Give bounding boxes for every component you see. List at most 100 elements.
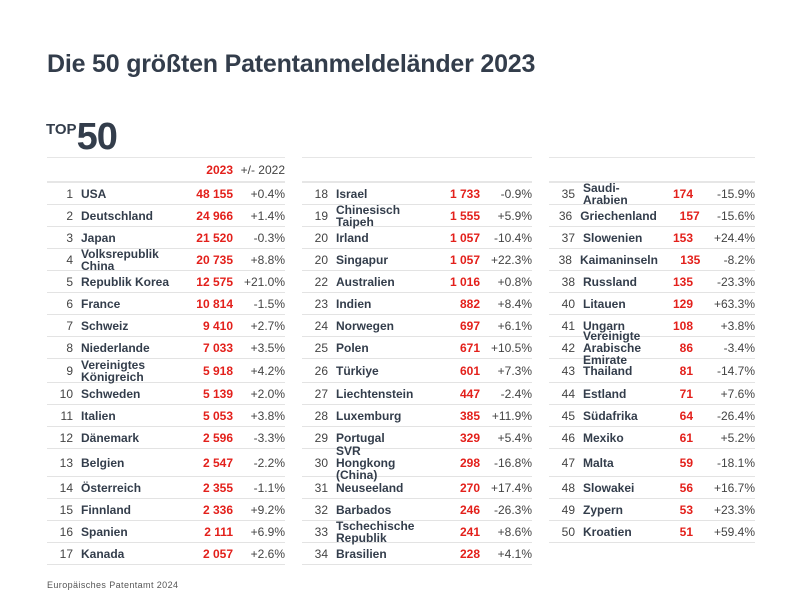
table-row: 20 Singapur 1 057 +22.3% — [302, 249, 532, 271]
country-name: Litauen — [583, 296, 626, 311]
country-name: Liechtenstein — [336, 386, 414, 401]
applications-2023: 228 — [459, 546, 480, 561]
applications-2023: 882 — [459, 296, 480, 311]
applications-2023: 2 057 — [202, 546, 233, 561]
country-name: Schweiz — [81, 318, 129, 333]
country-name: Norwegen — [336, 318, 395, 333]
applications-2023: 5 918 — [202, 363, 233, 378]
applications-2023: 697 — [459, 318, 480, 333]
table-row: 3 Japan 21 520 -0.3% — [47, 227, 285, 249]
table-row: 29 Portugal 329 +5.4% — [302, 427, 532, 449]
ranking-column-1: 2023 +/- 2022 1 USA 48 155 +0.4% 2 Deutschland 2… — [47, 157, 285, 565]
country-name: Griechenland — [580, 208, 657, 223]
table-row: 25 Polen 671 +10.5% — [302, 337, 532, 359]
page-title: Die 50 größten Patentanmeldeländer 2023 — [47, 50, 536, 78]
rank: 8 — [66, 340, 73, 355]
applications-2023: 1 555 — [449, 208, 480, 223]
rank: 15 — [59, 502, 73, 517]
country-name: Vereinigte Arabische Emirate — [583, 328, 642, 367]
change-vs-2022: +22.3% — [490, 252, 532, 267]
change-vs-2022: +3.8% — [250, 408, 285, 423]
rank: 47 — [561, 455, 575, 470]
country-name: Österreich — [81, 480, 142, 495]
table-row: 32 Barbados 246 -26.3% — [302, 499, 532, 521]
table-row: 38 Kaimaninseln 135 -8.2% — [549, 249, 755, 271]
country-name: Barbados — [336, 502, 392, 517]
applications-2023: 5 053 — [202, 408, 233, 423]
country-name: Deutschland — [81, 208, 154, 223]
country-name: Republik Korea — [81, 274, 170, 289]
change-vs-2022: -26.4% — [716, 408, 755, 423]
change-vs-2022: +4.2% — [250, 363, 285, 378]
table-row: 4 Volksrepublik China 20 735 +8.8% — [47, 248, 285, 272]
rank: 3 — [66, 230, 73, 245]
change-vs-2022: +6.9% — [250, 524, 285, 539]
applications-2023: 2 596 — [202, 430, 233, 445]
table-row: 12 Dänemark 2 596 -3.3% — [47, 427, 285, 449]
rank: 36 — [558, 208, 573, 223]
applications-2023: 24 966 — [196, 208, 233, 223]
table-row: 24 Norwegen 697 +6.1% — [302, 315, 532, 337]
change-vs-2022: -10.4% — [493, 230, 532, 245]
change-vs-2022: +5.4% — [497, 430, 532, 445]
top-number: 50 — [76, 116, 118, 158]
country-name: Niederlande — [81, 340, 150, 355]
change-vs-2022: +3.8% — [720, 318, 755, 333]
change-vs-2022: -3.3% — [253, 430, 285, 445]
applications-2023: 51 — [679, 524, 693, 539]
table-row: 22 Australien 1 016 +0.8% — [302, 271, 532, 293]
rank: 44 — [561, 386, 575, 401]
change-vs-2022: -0.9% — [500, 186, 532, 201]
rank: 40 — [561, 296, 575, 311]
rank: 12 — [59, 430, 73, 445]
table-row: 50 Kroatien 51 +59.4% — [549, 521, 755, 543]
change-vs-2022: +21.0% — [243, 274, 285, 289]
rank: 26 — [314, 363, 328, 378]
rank: 41 — [561, 318, 575, 333]
change-vs-2022: +4.1% — [497, 546, 532, 561]
change-vs-2022: +1.4% — [250, 208, 285, 223]
rank: 22 — [314, 274, 328, 289]
rank: 5 — [66, 274, 73, 289]
change-vs-2022: +59.4% — [713, 524, 755, 539]
applications-2023: 1 016 — [449, 274, 480, 289]
change-vs-2022: -2.4% — [500, 386, 532, 401]
rank: 11 — [60, 408, 73, 423]
table-row: 5 Republik Korea 12 575 +21.0% — [47, 271, 285, 293]
country-name: Japan — [81, 230, 116, 245]
rank: 6 — [66, 296, 73, 311]
table-row: 11 Italien 5 053 +3.8% — [47, 405, 285, 427]
country-name: Neuseeland — [336, 480, 404, 495]
table-row: 30 SVR Hongkong (China) 298 -16.8% — [302, 445, 532, 481]
applications-2023: 246 — [459, 502, 480, 517]
change-vs-2022: -1.5% — [253, 296, 285, 311]
applications-2023: 1 057 — [449, 230, 480, 245]
rank: 27 — [314, 386, 328, 401]
change-vs-2022: -8.2% — [723, 252, 755, 267]
ranking-column-2: 18 Israel 1 733 -0.9% 19 Chinesisch Taipeh 1 5… — [302, 157, 532, 565]
country-name: Tschechische Republik — [336, 518, 415, 545]
country-name: Polen — [336, 340, 369, 355]
table-row: 9 Vereinigtes Königreich 5 918 +4.2% — [47, 359, 285, 383]
table-row: 7 Schweiz 9 410 +2.7% — [47, 315, 285, 337]
rank: 35 — [561, 186, 575, 201]
table-row: 40 Litauen 129 +63.3% — [549, 293, 755, 315]
table-row: 35 Saudi-Arabien 174 -15.9% — [549, 182, 755, 206]
country-name: France — [81, 296, 121, 311]
rank: 34 — [314, 546, 328, 561]
country-name: Türkiye — [336, 363, 379, 378]
table-row: 6 France 10 814 -1.5% — [47, 293, 285, 315]
change-vs-2022: +63.3% — [713, 296, 755, 311]
country-name: Spanien — [81, 524, 128, 539]
applications-2023: 108 — [672, 318, 693, 333]
applications-2023: 81 — [679, 363, 693, 378]
rank: 48 — [561, 480, 575, 495]
change-vs-2022: +8.6% — [497, 524, 532, 539]
source-footer: Europäisches Patentamt 2024 — [47, 580, 179, 590]
table-row: 8 Niederlande 7 033 +3.5% — [47, 337, 285, 359]
country-name: Brasilien — [336, 546, 387, 561]
table-row: 19 Chinesisch Taipeh 1 555 +5.9% — [302, 204, 532, 228]
change-vs-2022: +0.8% — [497, 274, 532, 289]
rank: 29 — [314, 430, 328, 445]
rank: 33 — [314, 524, 328, 539]
